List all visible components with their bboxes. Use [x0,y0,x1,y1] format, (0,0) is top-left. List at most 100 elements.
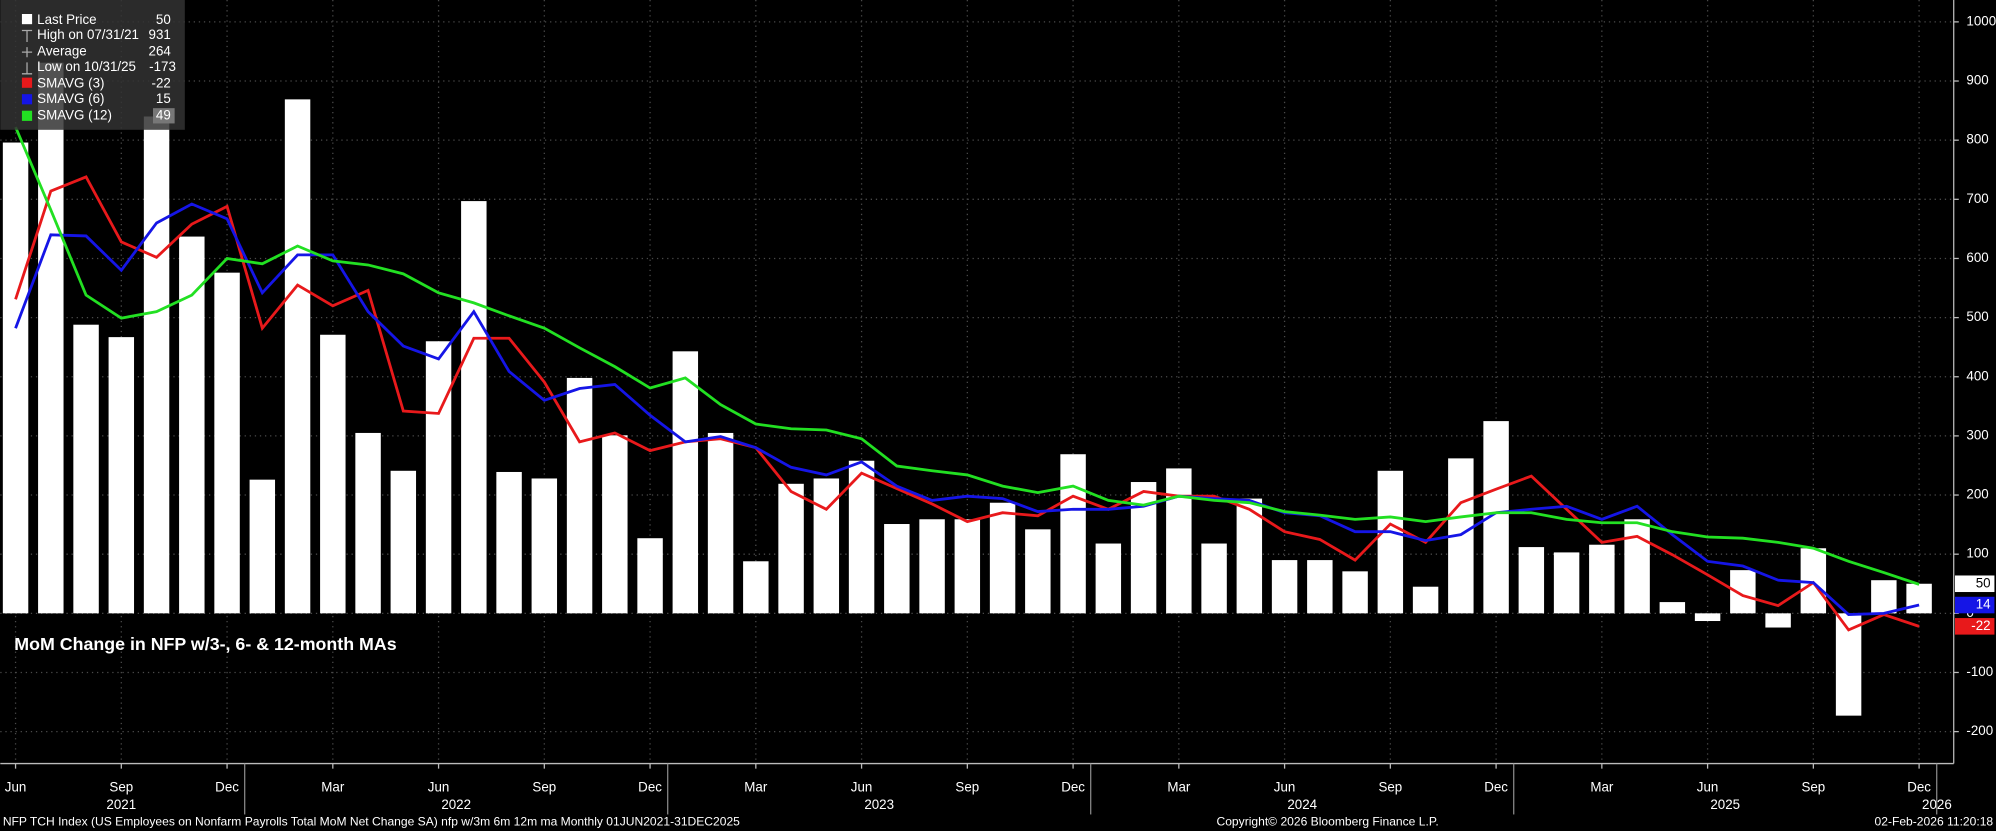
bar [73,324,99,614]
bar [848,460,875,614]
bar [1871,580,1897,614]
bar [1342,571,1368,614]
x-tick-label: Jun [851,779,873,794]
legend-value: -22 [152,76,171,91]
x-tick-label: Dec [1484,779,1508,794]
year-label: 2021 [106,797,136,812]
axes: -200-10001002003004005006007008009001000… [5,13,1996,815]
y-tick-label: -200 [1966,723,1993,738]
bar [989,502,1016,614]
bar [496,471,522,614]
y-tick-label: 1000 [1966,13,1996,28]
legend-icon [21,62,33,75]
bar [743,561,769,614]
line-series [14,202,1920,616]
footer-source: NFP TCH Index (US Employees on Nonfarm P… [3,814,740,828]
legend-label: SMAVG (12) [37,107,112,122]
bar [1694,613,1721,622]
chart-title: MoM Change in NFP w/3-, 6- & 12-month MA… [14,634,396,654]
bar [1589,544,1615,614]
x-tick-label: Jun [5,779,27,794]
x-tick-label: Dec [215,779,239,794]
y-tick-label: 500 [1966,309,1988,324]
end-label: 50 [1976,575,1991,590]
bar [1906,583,1932,614]
end-label-box [1954,575,1995,593]
year-label: 2023 [864,797,894,812]
bar [38,62,64,614]
bar [1518,547,1545,614]
x-tick-label: Sep [109,779,133,794]
bar [637,538,663,614]
legend-label: SMAVG (6) [37,91,104,106]
bar [1659,602,1686,614]
y-tick-label: 600 [1966,250,1988,265]
y-tick-label: 900 [1966,73,1988,88]
bar [602,435,628,614]
legend-value: 49 [156,107,171,122]
bar [179,236,205,614]
x-tick-label: Mar [321,779,345,794]
bar [1060,454,1086,614]
bar [461,201,487,614]
legend-icon [21,47,33,58]
legend-value: 15 [156,91,171,106]
bar [108,337,135,614]
legend: Last Price 50 High on 07/31/21 931 Avera… [0,0,185,130]
year-label: 2022 [441,797,471,812]
year-label: 2025 [1710,797,1740,812]
y-tick-label: -100 [1966,664,1993,679]
line-series [14,126,1920,586]
bar [320,334,346,614]
x-tick-label: Jun [1274,779,1296,794]
x-tick-label: Sep [1801,779,1825,794]
legend-icon [21,13,33,25]
bar [1412,586,1439,614]
bar [1553,552,1580,614]
end-label: -22 [1971,618,1990,633]
bar [1236,498,1263,614]
bar [672,351,699,614]
bar [390,470,417,614]
bar [1271,560,1298,614]
legend-icon [21,29,33,42]
bar [1307,560,1333,614]
footer-timestamp: 02-Feb-2026 11:20:18 [1875,814,1994,828]
bar [1025,529,1051,614]
legend-label: Low on 10/31/25 [37,59,136,74]
lines [14,126,1920,632]
x-tick-label: Sep [532,779,556,794]
end-label-box [1954,596,1995,614]
y-tick-label: 100 [1966,546,1988,561]
legend-label: SMAVG (3) [37,76,104,91]
bar [143,116,170,614]
end-label: 14 [1976,597,1991,612]
bar [884,524,910,614]
y-tick-label: 700 [1966,191,1988,206]
bar [531,478,558,614]
x-tick-label: Dec [1907,779,1931,794]
bar [1201,543,1227,614]
bar [2,142,29,614]
x-tick-label: Sep [955,779,979,794]
legend-value: 264 [149,44,172,59]
legend-icon [21,77,33,88]
bar [919,519,945,614]
bar [1377,470,1404,614]
line-series [14,175,1920,632]
bar [284,99,311,614]
bar [1624,519,1650,614]
bar [954,519,981,614]
x-tick-label: Dec [638,779,662,794]
bar [1765,613,1791,628]
legend-value: 50 [156,12,171,27]
bar [214,272,240,614]
legend-value: 931 [149,27,171,42]
legend-highlight [153,108,175,124]
x-tick-label: Mar [744,779,768,794]
x-tick-label: Sep [1378,779,1402,794]
footer-copyright: Copyright© 2026 Bloomberg Finance L.P. [1216,814,1438,828]
legend-label: Average [37,44,87,59]
bar [425,341,452,614]
